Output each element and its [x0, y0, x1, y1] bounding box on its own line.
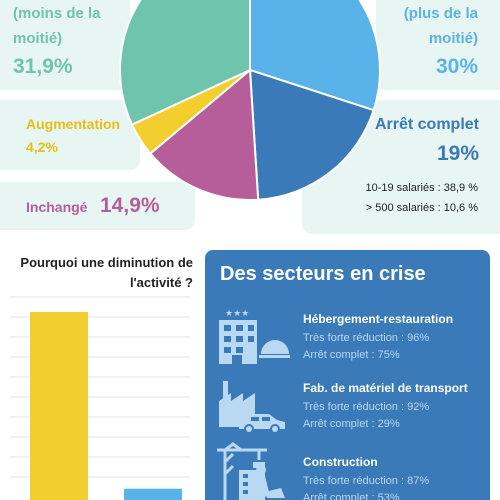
sector-2-stat-1: Très forte réduction : 92% — [303, 401, 430, 413]
inchange-card — [0, 182, 195, 230]
sector-2-name: Fab. de matériel de transport — [303, 381, 468, 395]
left-label-line2: moitié) — [13, 30, 63, 47]
inchange-label: Inchangé — [26, 199, 88, 215]
arret-label: Arrêt complet — [374, 116, 479, 133]
bar-2 — [124, 488, 182, 500]
svg-text:★★★: ★★★ — [225, 309, 249, 319]
why-title-line1: Pourquoi une diminution de — [20, 255, 193, 270]
sector-3-stat-1: Très forte réduction : 87% — [303, 475, 430, 487]
pie-chart — [119, 0, 381, 201]
augmentation-value: 4,2% — [26, 139, 58, 155]
augmentation-card — [0, 100, 140, 170]
pie-slice-1 — [249, 0, 381, 112]
sector-1-stat-2: Arrêt complet : 75% — [303, 349, 400, 361]
left-value: 31,9% — [13, 55, 73, 78]
crane-worker-icon — [217, 442, 285, 500]
bar-chart — [10, 296, 190, 500]
sectors-title: Des secteurs en crise — [220, 263, 426, 285]
sector-2-stat-2: Arrêt complet : 29% — [303, 418, 400, 430]
sector-3-stat-2: Arrêt complet : 53% — [303, 492, 400, 500]
pie-slice-3 — [148, 67, 260, 201]
right-label-card — [376, 0, 500, 90]
sectors-panel — [205, 250, 490, 500]
arret-detail-1: 10-19 salariés : 38,9 % — [365, 182, 478, 194]
sector-1-name: Hébergement-restauration — [303, 312, 454, 326]
left-label-line1: (moins de la — [13, 5, 101, 22]
sector-1-stat-1: Très forte réduction : 96% — [303, 332, 430, 344]
why-title-line2: l'activité ? — [129, 275, 193, 290]
right-label-line2: moitié) — [428, 30, 478, 47]
right-value: 30% — [435, 55, 478, 78]
augmentation-label: Augmentation — [26, 116, 121, 132]
bar-1 — [30, 312, 88, 500]
left-label-card — [0, 0, 130, 90]
pie-slice-2 — [248, 68, 375, 201]
right-label-line1: (plus de la — [403, 5, 478, 22]
factory-car-icon — [219, 381, 285, 434]
why-title: Pourquoi une diminution de l'activité ? — [13, 253, 193, 293]
arret-value: 19% — [436, 142, 479, 165]
pie-slice-5 — [119, 0, 251, 126]
hotel-restaurant-icon: ★★★ — [219, 309, 290, 364]
arret-detail-2: > 500 salariés : 10,6 % — [365, 202, 478, 214]
sector-3-name: Construction — [303, 455, 378, 469]
inchange-value: 14,9% — [100, 194, 160, 217]
